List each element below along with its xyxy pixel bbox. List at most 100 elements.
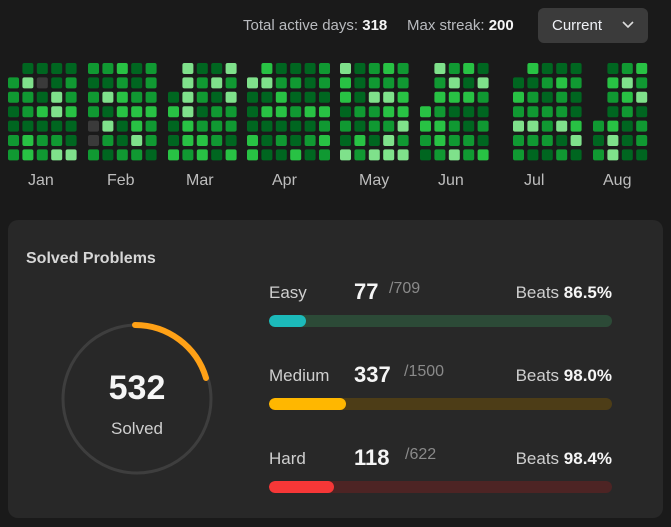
heatmap-cell[interactable] [463,120,475,132]
heatmap-cell[interactable] [116,149,128,161]
heatmap-cell[interactable] [397,91,409,103]
heatmap-cell[interactable] [275,77,287,89]
heatmap-cell[interactable] [211,120,223,132]
heatmap-cell[interactable] [22,149,34,161]
heatmap-cell[interactable] [290,91,302,103]
heatmap-cell[interactable] [354,77,366,89]
heatmap-cell[interactable] [397,106,409,118]
heatmap-cell[interactable] [247,135,258,146]
heatmap-cell[interactable] [247,120,258,132]
heatmap-cell[interactable] [340,135,351,146]
heatmap-cell[interactable] [8,120,19,132]
heatmap-cell[interactable] [65,63,77,74]
heatmap-cell[interactable] [22,63,34,74]
heatmap-cell[interactable] [211,135,223,146]
heatmap-cell[interactable] [621,120,633,132]
heatmap-cell[interactable] [247,77,258,89]
heatmap-cell[interactable] [304,77,316,89]
heatmap-cell[interactable] [36,135,48,146]
heatmap-cell[interactable] [607,149,619,161]
heatmap-cell[interactable] [261,120,273,132]
heatmap-cell[interactable] [556,63,568,74]
heatmap-cell[interactable] [102,120,114,132]
heatmap-cell[interactable] [88,63,99,74]
heatmap-cell[interactable] [51,77,63,89]
heatmap-cell[interactable] [383,120,395,132]
heatmap-cell[interactable] [527,120,539,132]
heatmap-cell[interactable] [131,149,143,161]
heatmap-cell[interactable] [88,91,99,103]
heatmap-cell[interactable] [182,77,194,89]
heatmap-cell[interactable] [131,63,143,74]
heatmap-cell[interactable] [88,106,99,118]
heatmap-cell[interactable] [168,149,179,161]
heatmap-cell[interactable] [196,149,208,161]
heatmap-cell[interactable] [290,77,302,89]
heatmap-cell[interactable] [340,91,351,103]
heatmap-cell[interactable] [22,135,34,146]
heatmap-cell[interactable] [397,63,409,74]
heatmap-cell[interactable] [131,77,143,89]
heatmap-cell[interactable] [556,120,568,132]
heatmap-cell[interactable] [196,77,208,89]
heatmap-cell[interactable] [182,120,194,132]
heatmap-cell[interactable] [261,77,273,89]
heatmap-cell[interactable] [397,135,409,146]
heatmap-cell[interactable] [527,91,539,103]
heatmap-cell[interactable] [368,77,380,89]
heatmap-cell[interactable] [290,63,302,74]
heatmap-cell[interactable] [319,106,330,118]
heatmap-cell[interactable] [434,106,446,118]
heatmap-cell[interactable] [636,120,648,132]
heatmap-cell[interactable] [397,149,409,161]
heatmap-cell[interactable] [383,135,395,146]
heatmap-cell[interactable] [88,135,99,146]
heatmap-cell[interactable] [116,91,128,103]
heatmap-cell[interactable] [145,120,157,132]
heatmap-cell[interactable] [383,106,395,118]
heatmap-cell[interactable] [102,63,114,74]
heatmap-cell[interactable] [463,149,475,161]
heatmap-cell[interactable] [607,91,619,103]
heatmap-cell[interactable] [621,135,633,146]
heatmap-cell[interactable] [340,77,351,89]
heatmap-cell[interactable] [570,149,582,161]
heatmap-cell[interactable] [383,77,395,89]
heatmap-cell[interactable] [397,120,409,132]
heatmap-cell[interactable] [513,149,524,161]
heatmap-cell[interactable] [36,63,48,74]
heatmap-cell[interactable] [65,149,77,161]
heatmap-cell[interactable] [275,135,287,146]
heatmap-cell[interactable] [102,91,114,103]
heatmap-cell[interactable] [51,91,63,103]
heatmap-cell[interactable] [434,135,446,146]
heatmap-cell[interactable] [168,120,179,132]
heatmap-cell[interactable] [621,91,633,103]
heatmap-cell[interactable] [621,63,633,74]
heatmap-cell[interactable] [448,149,460,161]
heatmap-cell[interactable] [368,106,380,118]
heatmap-cell[interactable] [88,120,99,132]
heatmap-cell[interactable] [116,63,128,74]
heatmap-cell[interactable] [275,149,287,161]
heatmap-cell[interactable] [168,135,179,146]
heatmap-cell[interactable] [434,120,446,132]
heatmap-cell[interactable] [8,106,19,118]
heatmap-cell[interactable] [211,63,223,74]
heatmap-cell[interactable] [621,149,633,161]
heatmap-cell[interactable] [463,106,475,118]
heatmap-cell[interactable] [397,77,409,89]
heatmap-cell[interactable] [116,120,128,132]
heatmap-cell[interactable] [116,135,128,146]
heatmap-cell[interactable] [196,91,208,103]
heatmap-cell[interactable] [448,135,460,146]
heatmap-cell[interactable] [448,106,460,118]
heatmap-cell[interactable] [211,106,223,118]
heatmap-cell[interactable] [477,120,489,132]
heatmap-cell[interactable] [477,63,489,74]
heatmap-cell[interactable] [8,135,19,146]
heatmap-cell[interactable] [22,106,34,118]
heatmap-cell[interactable] [168,91,179,103]
heatmap-cell[interactable] [36,120,48,132]
heatmap-cell[interactable] [527,77,539,89]
